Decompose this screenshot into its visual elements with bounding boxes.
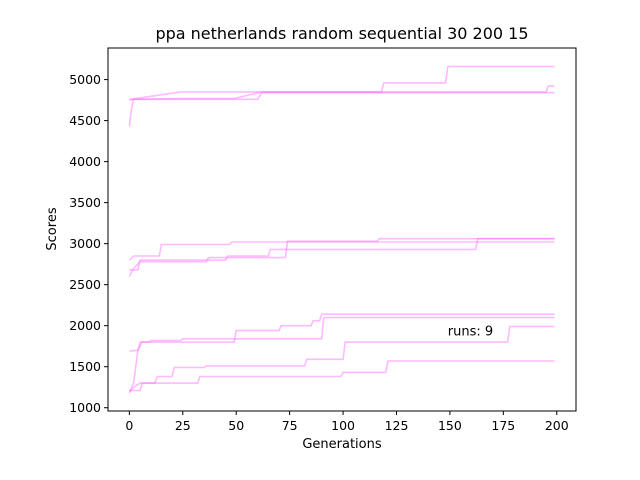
x-tick-label: 25 bbox=[175, 418, 191, 433]
y-tick-label: 2500 bbox=[69, 277, 101, 292]
series-lines bbox=[128, 65, 555, 394]
series-line-3 bbox=[129, 91, 555, 101]
x-tick-label: 125 bbox=[385, 418, 409, 433]
y-tick-label: 2000 bbox=[69, 318, 101, 333]
series-line-4 bbox=[128, 241, 555, 261]
y-axis: 1000 1500 2000 2500 3000 3500 4000 4500 5000 bbox=[69, 72, 108, 415]
x-tick-label: 0 bbox=[125, 418, 133, 433]
series-line-5 bbox=[129, 237, 555, 271]
series-line-6 bbox=[128, 237, 555, 277]
x-axis: 0 25 50 75 100 125 150 175 200 bbox=[125, 411, 569, 433]
y-axis-label: Scores bbox=[45, 207, 60, 250]
plot-area-frame bbox=[107, 47, 577, 412]
series-line-2 bbox=[129, 85, 555, 101]
y-tick-label: 5000 bbox=[69, 72, 101, 87]
x-tick-label: 150 bbox=[438, 418, 462, 433]
y-tick-label: 4500 bbox=[69, 113, 101, 128]
x-tick-label: 100 bbox=[331, 418, 355, 433]
y-tick-label: 1500 bbox=[69, 359, 101, 374]
y-tick-label: 1000 bbox=[69, 400, 101, 415]
series-line-10 bbox=[129, 360, 555, 392]
series-line-8 bbox=[129, 316, 555, 352]
y-tick-label: 3500 bbox=[69, 195, 101, 210]
x-tick-label: 75 bbox=[282, 418, 298, 433]
series-line-7 bbox=[128, 313, 555, 394]
y-tick-label: 3000 bbox=[69, 236, 101, 251]
runs-annotation: runs: 9 bbox=[448, 325, 493, 340]
x-tick-label: 175 bbox=[491, 418, 515, 433]
x-axis-label: Generations bbox=[302, 437, 382, 452]
x-tick-label: 50 bbox=[228, 418, 244, 433]
series-line-9 bbox=[128, 325, 555, 392]
chart-title: ppa netherlands random sequential 30 200… bbox=[155, 24, 528, 43]
x-tick-label: 200 bbox=[545, 418, 569, 433]
series-line-1 bbox=[128, 65, 555, 127]
y-tick-label: 4000 bbox=[69, 154, 101, 169]
